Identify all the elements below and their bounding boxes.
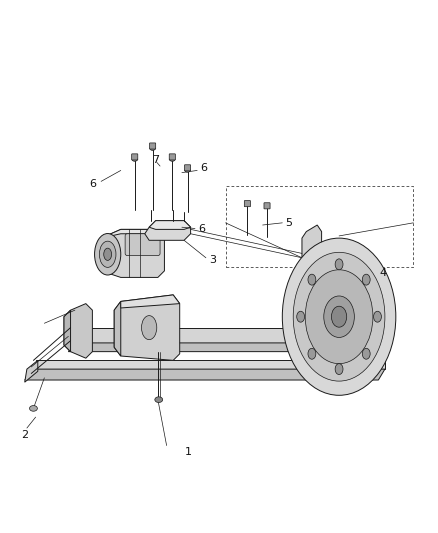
Polygon shape [68,343,315,352]
Polygon shape [121,295,180,308]
Ellipse shape [132,158,138,161]
Text: 1: 1 [185,447,192,457]
Polygon shape [114,302,121,356]
Ellipse shape [305,270,373,364]
Text: 7: 7 [152,155,159,165]
Ellipse shape [29,406,37,411]
Ellipse shape [170,158,175,161]
Text: 6: 6 [198,224,205,235]
Ellipse shape [95,233,121,275]
Polygon shape [75,328,315,343]
Ellipse shape [104,248,112,261]
Ellipse shape [332,306,347,327]
Text: 2: 2 [21,430,28,440]
Ellipse shape [362,274,370,285]
FancyBboxPatch shape [264,203,270,209]
Polygon shape [149,221,191,229]
Ellipse shape [293,252,385,381]
Text: 4: 4 [379,268,386,278]
Ellipse shape [150,147,155,150]
Ellipse shape [99,241,116,268]
Ellipse shape [283,238,396,395]
Ellipse shape [155,397,162,402]
Polygon shape [302,225,321,280]
Ellipse shape [335,259,343,270]
Polygon shape [25,360,38,382]
FancyBboxPatch shape [184,165,191,171]
FancyBboxPatch shape [244,200,251,207]
Polygon shape [101,229,164,277]
Text: 6: 6 [89,179,96,189]
Text: 5: 5 [286,218,292,228]
FancyBboxPatch shape [132,154,138,160]
Ellipse shape [141,316,157,340]
FancyBboxPatch shape [150,143,155,149]
FancyBboxPatch shape [125,234,160,256]
Polygon shape [145,221,191,240]
Polygon shape [35,360,385,369]
Text: 6: 6 [200,163,207,173]
FancyBboxPatch shape [169,154,175,160]
Ellipse shape [297,311,304,322]
Polygon shape [25,369,385,380]
Ellipse shape [374,311,381,322]
Polygon shape [114,295,180,360]
Ellipse shape [362,348,370,359]
Ellipse shape [308,274,316,285]
Text: 3: 3 [209,255,216,265]
Ellipse shape [308,348,316,359]
Ellipse shape [335,364,343,375]
Polygon shape [101,229,164,238]
Polygon shape [64,304,92,358]
Ellipse shape [185,169,190,172]
Ellipse shape [324,296,354,337]
Polygon shape [64,310,71,352]
Polygon shape [293,266,326,326]
Polygon shape [300,266,326,282]
